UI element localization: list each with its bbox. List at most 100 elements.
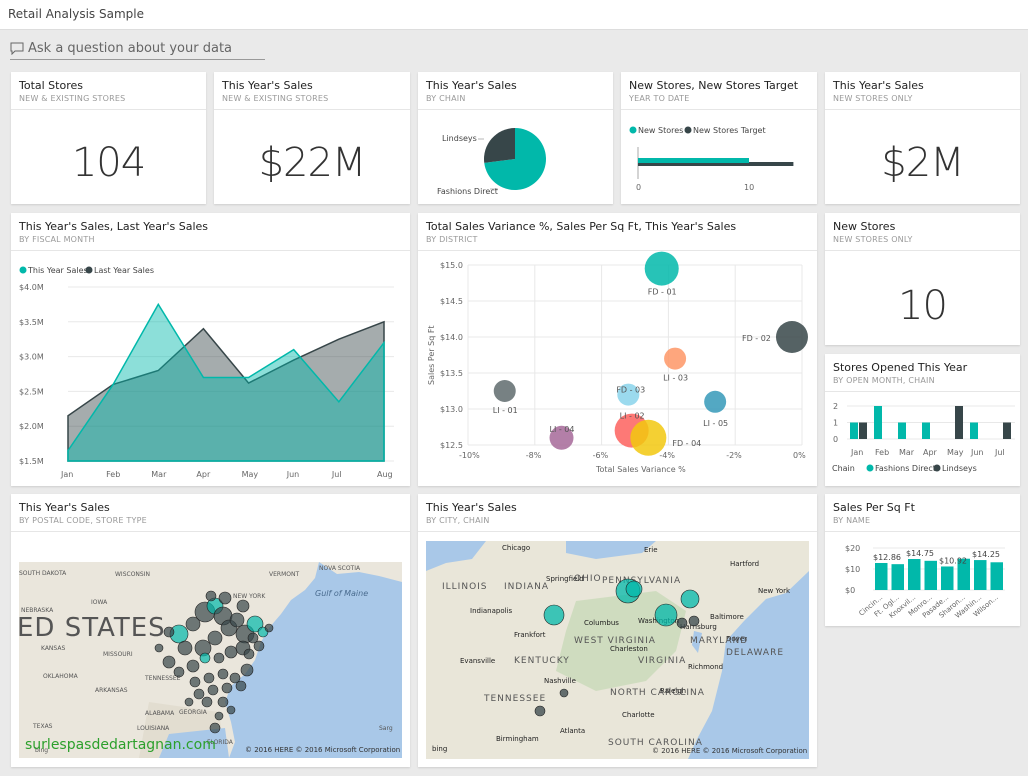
city-bubble[interactable]	[680, 589, 700, 609]
store-bubble[interactable]	[243, 648, 255, 660]
store-bubble[interactable]	[221, 682, 233, 694]
store-bubble[interactable]	[203, 672, 215, 684]
store-bubble[interactable]	[247, 632, 259, 644]
bar-fashions-direct[interactable]	[898, 422, 906, 440]
store-bubble[interactable]	[217, 668, 229, 680]
qa-search[interactable]: Ask a question about your data	[10, 39, 265, 60]
bar-fashions-direct[interactable]	[970, 422, 978, 440]
y-tick: $10	[845, 565, 860, 574]
bar-sales-sqft[interactable]	[941, 566, 954, 590]
store-bubble[interactable]	[207, 630, 223, 646]
store-bubble[interactable]	[229, 612, 245, 628]
bubble-fd-02[interactable]	[775, 321, 808, 353]
axis-labels: $12.5 $13.0 $13.5 $14.0 $14.5 $15.0 -10% -8% -6%…	[440, 261, 806, 460]
city-bubble[interactable]	[543, 604, 565, 626]
city-bubble[interactable]	[676, 617, 688, 629]
tile-sales-total[interactable]: This Year's Sales NEW & EXISTING STORES …	[214, 72, 410, 204]
bubble-fd-04[interactable]	[630, 419, 667, 456]
store-bubble[interactable]	[209, 722, 221, 734]
bar-sales-sqft[interactable]	[908, 559, 921, 590]
axis-labels: 0 1 2 Jan Feb Mar Apr May Jun Jul	[833, 402, 1005, 457]
x-tick: Jul	[331, 470, 342, 479]
map-view[interactable]: Chicago Erie Hartford New York OHIO PENNSYLVA…	[426, 541, 809, 759]
tile-sales-sqft[interactable]: Sales Per Sq Ft BY NAME $0 $10 $20 $12.86 Ci…	[825, 494, 1020, 626]
store-bubble[interactable]	[226, 705, 236, 715]
y-tick: $3.5M	[19, 318, 44, 327]
area-this-year[interactable]	[67, 302, 385, 462]
store-bubble[interactable]	[199, 652, 211, 664]
legend-new-stores: New Stores	[638, 126, 683, 135]
card-value: $2M	[881, 140, 964, 186]
bubble-fd-03[interactable]	[617, 383, 640, 406]
store-bubble[interactable]	[214, 711, 224, 721]
store-bubble[interactable]	[185, 616, 201, 632]
bar-sales-sqft[interactable]	[891, 564, 905, 590]
store-bubble[interactable]	[224, 645, 238, 659]
tile-scatter-chart[interactable]: Total Sales Variance %, Sales Per Sq Ft,…	[418, 213, 817, 486]
bubble-li-03[interactable]	[664, 347, 687, 370]
store-bubble[interactable]	[246, 615, 264, 633]
qa-placeholder[interactable]: Ask a question about your data	[28, 41, 233, 56]
bubble-fd-01[interactable]	[644, 251, 679, 286]
bar-lindseys[interactable]	[1003, 422, 1011, 440]
store-bubble[interactable]	[154, 643, 164, 653]
store-bubble[interactable]	[201, 696, 213, 708]
store-bubble[interactable]	[207, 684, 219, 696]
store-bubble[interactable]	[184, 697, 194, 707]
tile-area-chart[interactable]: This Year's Sales, Last Year's Sales BY …	[11, 213, 410, 486]
bar-sales-sqft[interactable]	[957, 558, 971, 590]
store-bubble[interactable]	[218, 591, 232, 605]
bubble-li-01[interactable]	[493, 380, 516, 402]
tile-new-stores[interactable]: New Stores NEW STORES ONLY 10	[825, 213, 1020, 345]
bar-fashions-direct[interactable]	[922, 422, 930, 440]
bar-sales-sqft[interactable]	[875, 562, 888, 590]
tile-map-city[interactable]: This Year's Sales BY CITY, CHAIN Chicago…	[418, 494, 817, 767]
store-bubble[interactable]	[162, 655, 176, 669]
store-bubble[interactable]	[189, 676, 201, 688]
bubble-li-05[interactable]	[704, 390, 727, 413]
store-bubble[interactable]	[186, 659, 200, 673]
store-bubble[interactable]	[264, 623, 274, 633]
map-view[interactable]: ED STATES SOUTH DAKOTA WISCONSIN NEBRASKA I…	[19, 562, 402, 758]
pie-slice-fashions-direct[interactable]	[484, 128, 546, 190]
pie-slice-lindseys[interactable]	[484, 128, 515, 163]
store-bubble[interactable]	[213, 652, 225, 664]
legend-marker-lindseys	[933, 464, 941, 472]
bubble-label: FD - 04	[672, 439, 701, 448]
store-bubble[interactable]	[173, 666, 185, 678]
store-bubble[interactable]	[236, 599, 250, 613]
store-bubble[interactable]	[193, 688, 205, 700]
store-bubble[interactable]	[229, 672, 241, 684]
tile-sales-chain[interactable]: This Year's Sales BY CHAIN Lindseys Fash…	[418, 72, 613, 204]
bubble-li-04[interactable]	[549, 425, 574, 450]
bar-sales-sqft[interactable]	[974, 560, 987, 590]
tile-total-stores[interactable]: Total Stores NEW & EXISTING STORES 104	[11, 72, 206, 204]
bar-new-stores-target[interactable]	[638, 162, 794, 166]
tile-map-postal[interactable]: This Year's Sales BY POSTAL CODE, STORE …	[11, 494, 410, 767]
bar-sales-sqft[interactable]	[924, 560, 938, 590]
tile-sales-new[interactable]: This Year's Sales NEW STORES ONLY $2M	[825, 72, 1020, 204]
store-bubble[interactable]	[235, 680, 247, 692]
bar-fashions-direct[interactable]	[850, 422, 858, 440]
tile-new-stores-target[interactable]: New Stores, New Stores Target YEAR TO DA…	[621, 72, 817, 204]
bar-lindseys[interactable]	[859, 422, 867, 440]
bar-fashions-direct[interactable]	[874, 406, 882, 439]
store-bubble[interactable]	[205, 590, 217, 602]
store-bubble[interactable]	[163, 626, 175, 638]
store-bubble[interactable]	[253, 640, 265, 652]
bar-new-stores[interactable]	[638, 158, 749, 163]
bar-lindseys[interactable]	[955, 406, 963, 439]
tile-stores-opened[interactable]: Stores Opened This Year BY OPEN MONTH, C…	[825, 354, 1020, 486]
city-bubble[interactable]	[654, 603, 678, 627]
bay-water	[692, 631, 702, 653]
store-bubble[interactable]	[177, 640, 193, 656]
city-bubble[interactable]	[625, 580, 643, 598]
store-bubble[interactable]	[217, 696, 229, 708]
city-bubble[interactable]	[688, 615, 700, 627]
bar-sales-sqft[interactable]	[990, 562, 1004, 590]
divider	[418, 531, 817, 532]
tile-subtitle: YEAR TO DATE	[629, 94, 690, 103]
city-bubble[interactable]	[559, 688, 569, 698]
store-bubble[interactable]	[240, 663, 254, 677]
city-bubble[interactable]	[534, 705, 546, 717]
